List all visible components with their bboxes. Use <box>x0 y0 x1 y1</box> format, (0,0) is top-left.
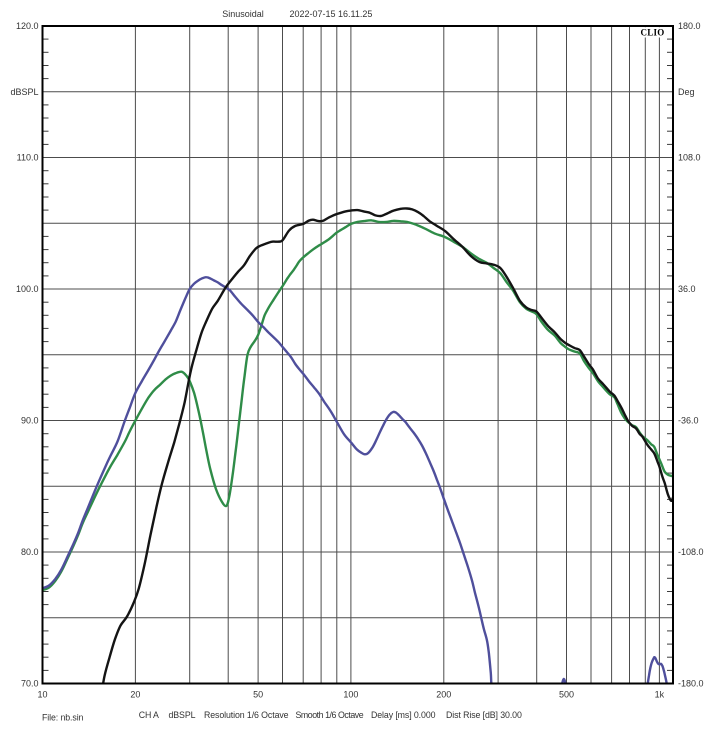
svg-text:50: 50 <box>253 690 263 700</box>
svg-text:2022-07-15 16.11.25: 2022-07-15 16.11.25 <box>290 9 373 19</box>
svg-text:-36.0: -36.0 <box>678 416 699 426</box>
svg-text:dBSPL: dBSPL <box>169 710 196 720</box>
svg-text:90.0: 90.0 <box>21 416 39 426</box>
svg-text:-180.0: -180.0 <box>678 679 704 689</box>
svg-text:500: 500 <box>559 690 574 700</box>
svg-text:10: 10 <box>37 690 47 700</box>
svg-text:CLIO: CLIO <box>641 28 665 38</box>
svg-text:Dist Rise [dB] 30.00: Dist Rise [dB] 30.00 <box>446 710 522 720</box>
svg-text:CH A: CH A <box>139 710 159 720</box>
svg-text:dBSPL: dBSPL <box>10 87 38 97</box>
svg-text:70.0: 70.0 <box>21 679 39 689</box>
svg-text:20: 20 <box>130 690 140 700</box>
svg-text:Deg: Deg <box>678 87 695 97</box>
svg-text:180.0: 180.0 <box>678 21 701 31</box>
svg-text:80.0: 80.0 <box>21 547 39 557</box>
svg-text:Sinusoidal: Sinusoidal <box>222 9 264 19</box>
svg-text:File: nb.sin: File: nb.sin <box>42 713 84 723</box>
svg-text:1k: 1k <box>655 690 665 700</box>
svg-text:100: 100 <box>343 690 358 700</box>
svg-text:Resolution 1/6 Octave: Resolution 1/6 Octave <box>204 710 289 720</box>
svg-text:108.0: 108.0 <box>678 153 701 163</box>
svg-text:Delay [ms] 0.000: Delay [ms] 0.000 <box>371 710 436 720</box>
svg-text:200: 200 <box>436 690 451 700</box>
svg-text:110.0: 110.0 <box>17 153 39 163</box>
svg-text:-108.0: -108.0 <box>678 547 704 557</box>
svg-text:120.0: 120.0 <box>16 21 39 31</box>
svg-text:Smooth 1/6 Octave: Smooth 1/6 Octave <box>296 710 364 720</box>
svg-text:100.0: 100.0 <box>16 284 39 294</box>
svg-text:36.0: 36.0 <box>678 284 696 294</box>
